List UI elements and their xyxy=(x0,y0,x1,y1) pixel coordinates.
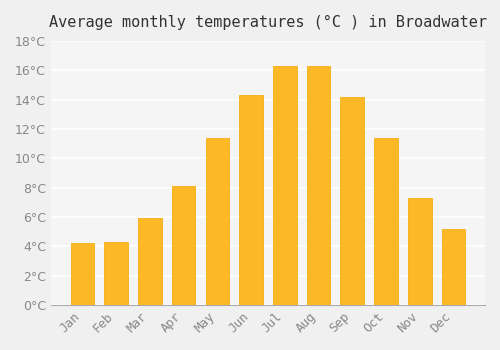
Bar xyxy=(206,138,229,305)
Bar xyxy=(172,186,196,305)
Bar xyxy=(138,218,162,305)
Bar xyxy=(306,66,330,305)
Bar xyxy=(273,66,296,305)
Bar xyxy=(340,97,364,305)
Bar xyxy=(104,242,128,305)
Bar xyxy=(374,138,398,305)
Bar xyxy=(408,198,432,305)
Bar xyxy=(442,229,466,305)
Title: Average monthly temperatures (°C ) in Broadwater: Average monthly temperatures (°C ) in Br… xyxy=(49,15,487,30)
Bar xyxy=(70,243,94,305)
Bar xyxy=(240,95,263,305)
